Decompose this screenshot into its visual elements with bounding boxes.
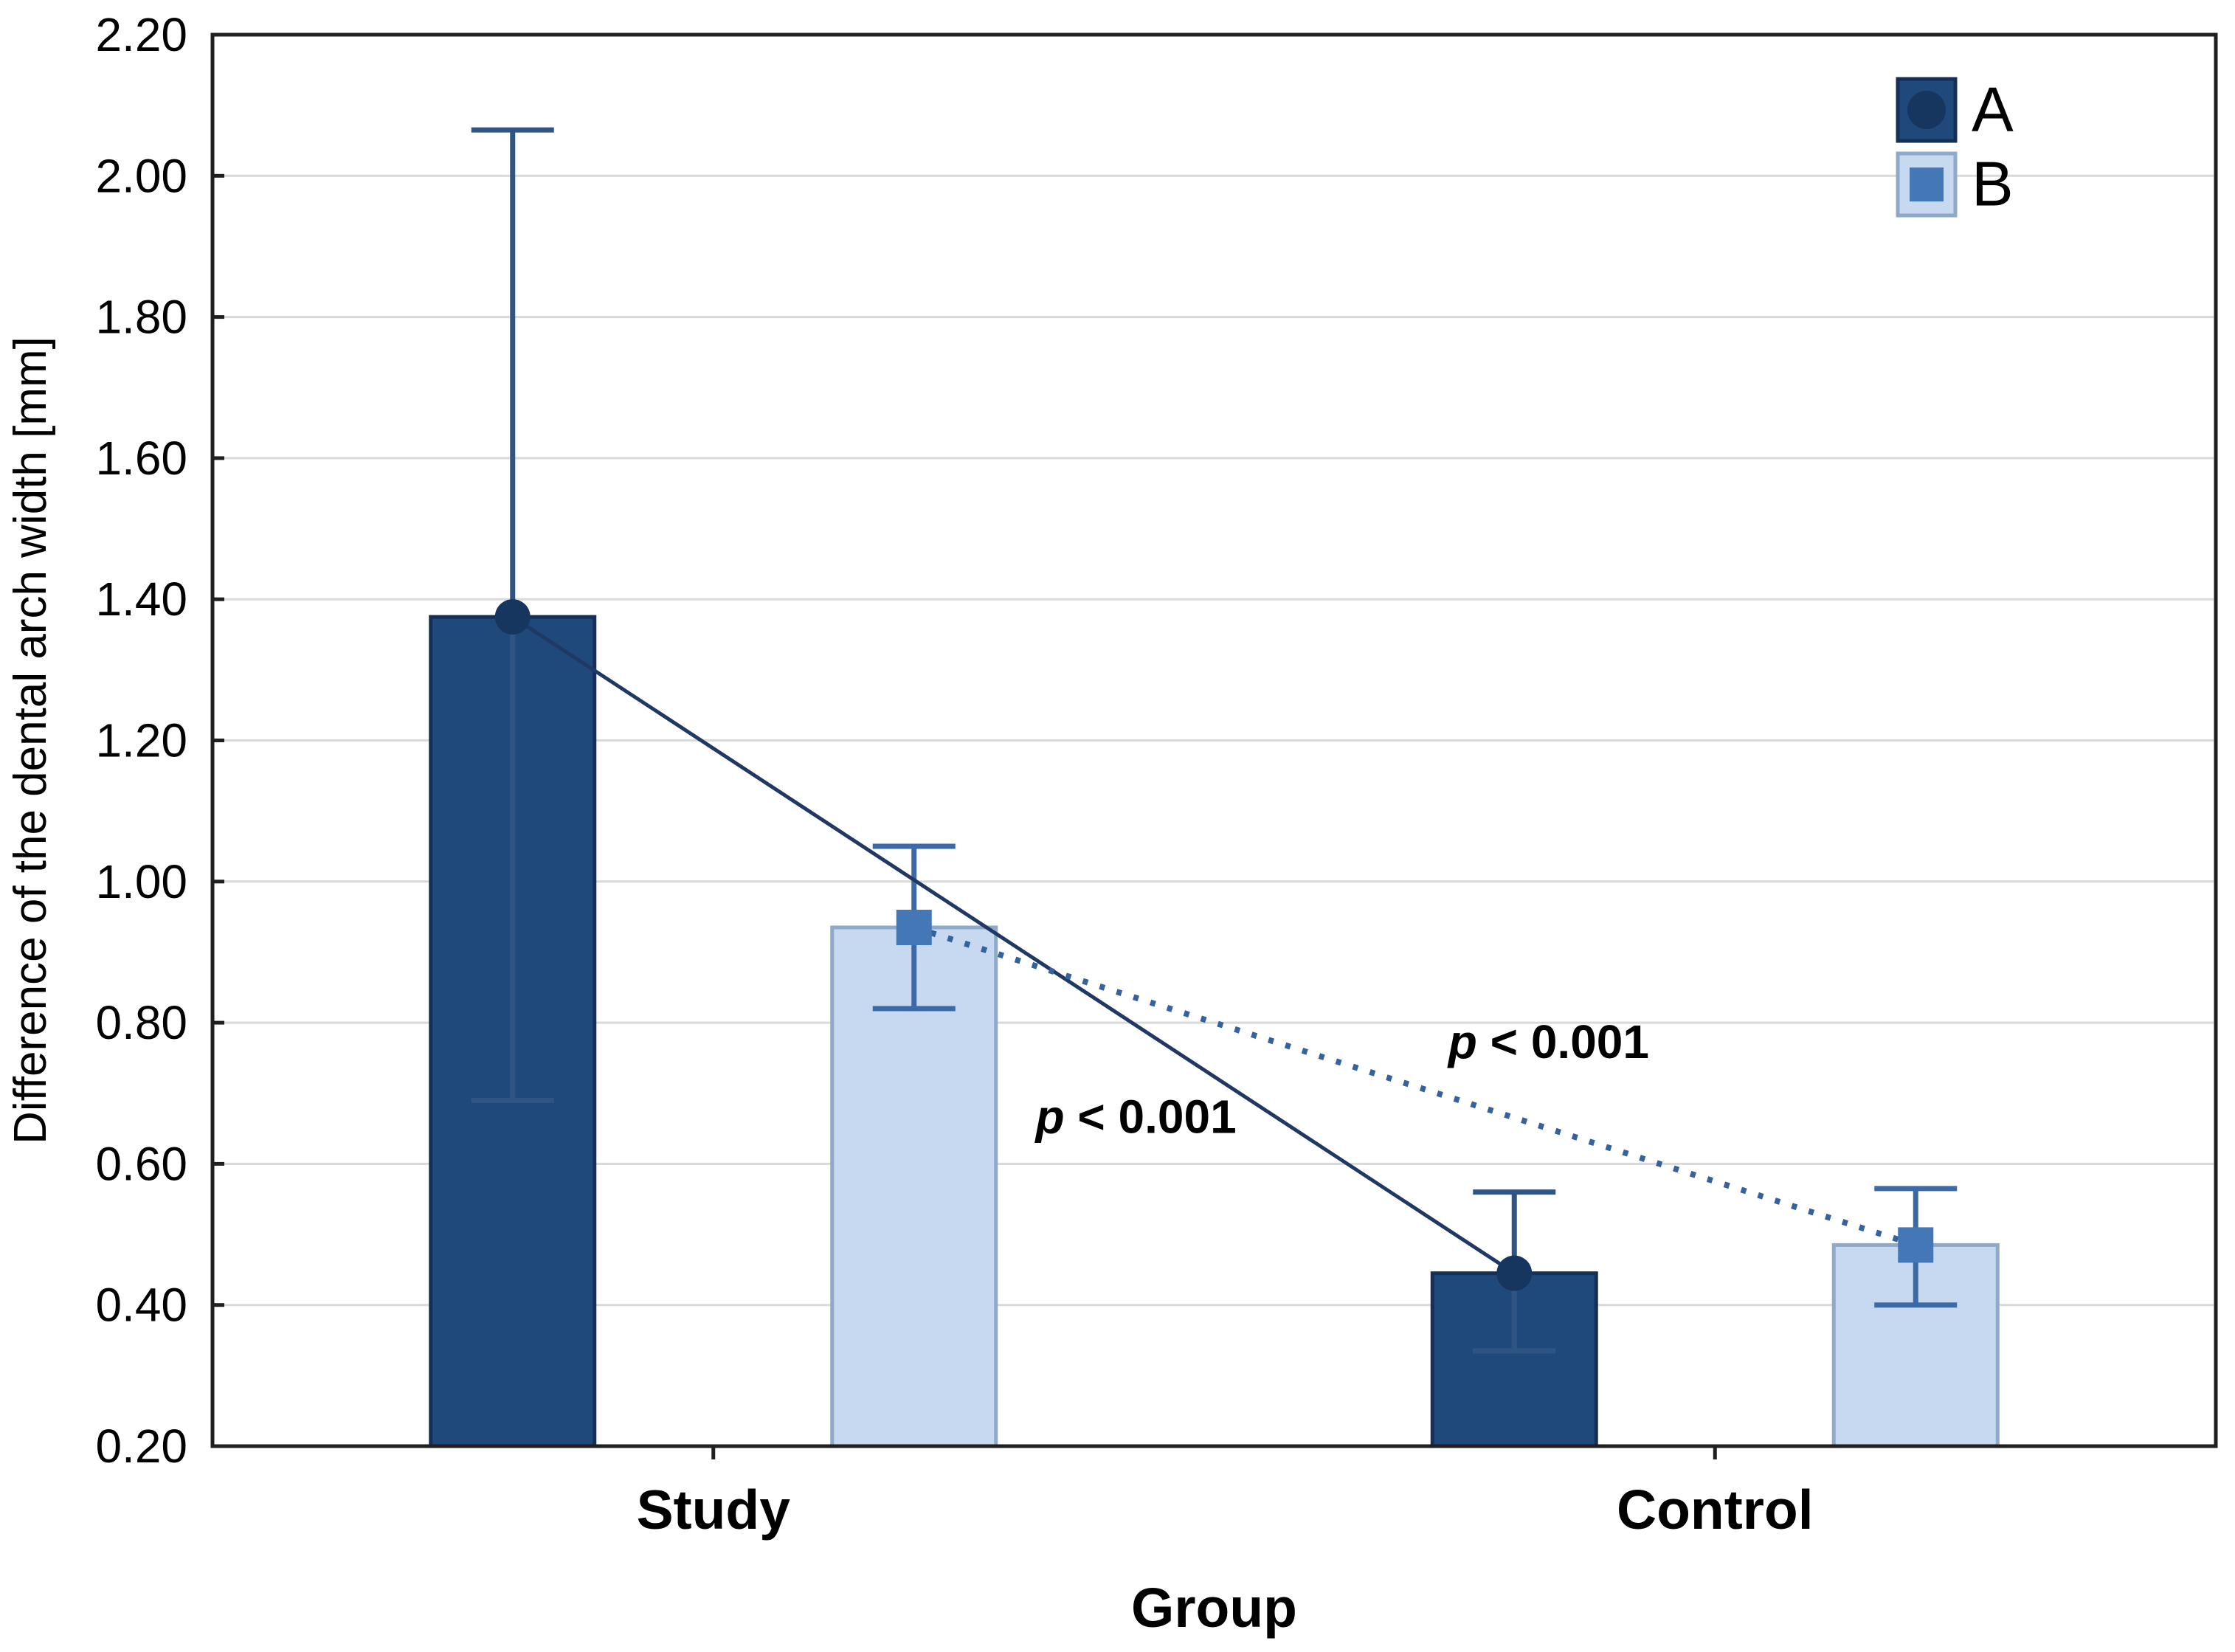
series-line-a — [511, 615, 1516, 1275]
annotation-p-value-1: p < 0.001 — [1034, 1090, 1237, 1143]
annotation-p-value-2: p < 0.001 — [1447, 1015, 1649, 1068]
y-tick-label: 1.00 — [95, 855, 187, 908]
marker-control-b — [1898, 1227, 1934, 1263]
marker-study-b — [896, 909, 932, 945]
x-axis-title: Group — [1131, 1577, 1297, 1639]
y-tick-label: 0.40 — [95, 1279, 187, 1332]
y-tick-label: 1.60 — [95, 432, 187, 485]
y-tick-label: 0.20 — [95, 1420, 187, 1473]
legend-label-a: A — [1972, 75, 2014, 145]
legend-label-b: B — [1972, 150, 2014, 220]
y-tick-label: 1.80 — [95, 291, 187, 344]
y-tick-label: 1.20 — [95, 714, 187, 767]
legend-marker-b — [1910, 167, 1944, 201]
y-tick-label: 1.40 — [95, 573, 187, 626]
legend-marker-a — [1907, 91, 1946, 129]
x-tick-label-study: Study — [637, 1479, 791, 1541]
marker-study-a — [494, 599, 531, 635]
y-tick-label: 2.00 — [95, 149, 187, 202]
y-tick-label: 0.80 — [95, 996, 187, 1049]
y-tick-label: 0.60 — [95, 1137, 187, 1190]
y-axis-title: Difference of the dental arch width [mm] — [5, 336, 56, 1144]
y-tick-label: 2.20 — [95, 8, 187, 61]
x-tick-label-control: Control — [1617, 1479, 1814, 1541]
marker-control-a — [1496, 1255, 1533, 1291]
plot-frame — [210, 32, 2218, 1448]
